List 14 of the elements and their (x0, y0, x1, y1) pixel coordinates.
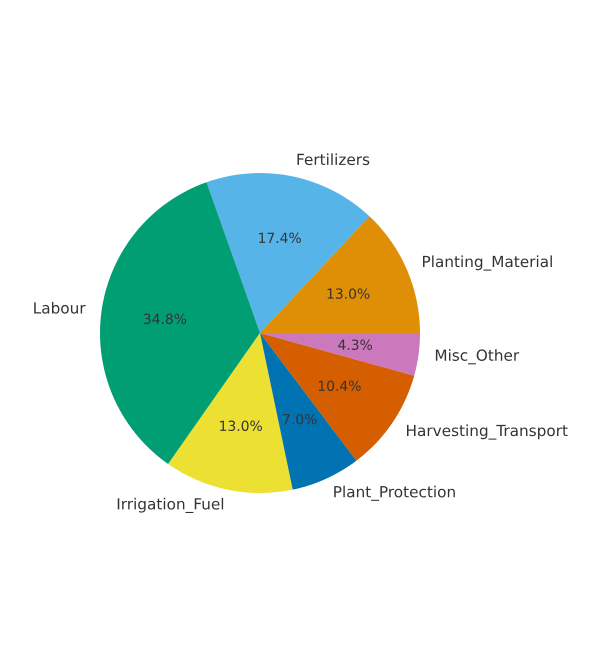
data-label: 13.0% (328, 288, 370, 299)
slice-label: Misc_Other (436, 349, 520, 364)
slice-label: Harvesting_Transport (407, 424, 568, 440)
data-label: 13.0% (220, 420, 262, 432)
data-label: 17.4% (259, 232, 301, 244)
data-label: 10.4% (318, 380, 361, 392)
slice-label: Labour (34, 302, 86, 314)
slice-label: Irrigation_Fuel (118, 498, 224, 513)
data-label: 7.0% (283, 414, 317, 424)
slice-label: Planting_Material (422, 255, 552, 271)
data-label: 34.8% (144, 314, 186, 324)
slice-label: Fertilizers (297, 153, 370, 166)
slice-label: Plant_Protection (334, 486, 455, 501)
data-label: 4.3% (338, 339, 372, 350)
